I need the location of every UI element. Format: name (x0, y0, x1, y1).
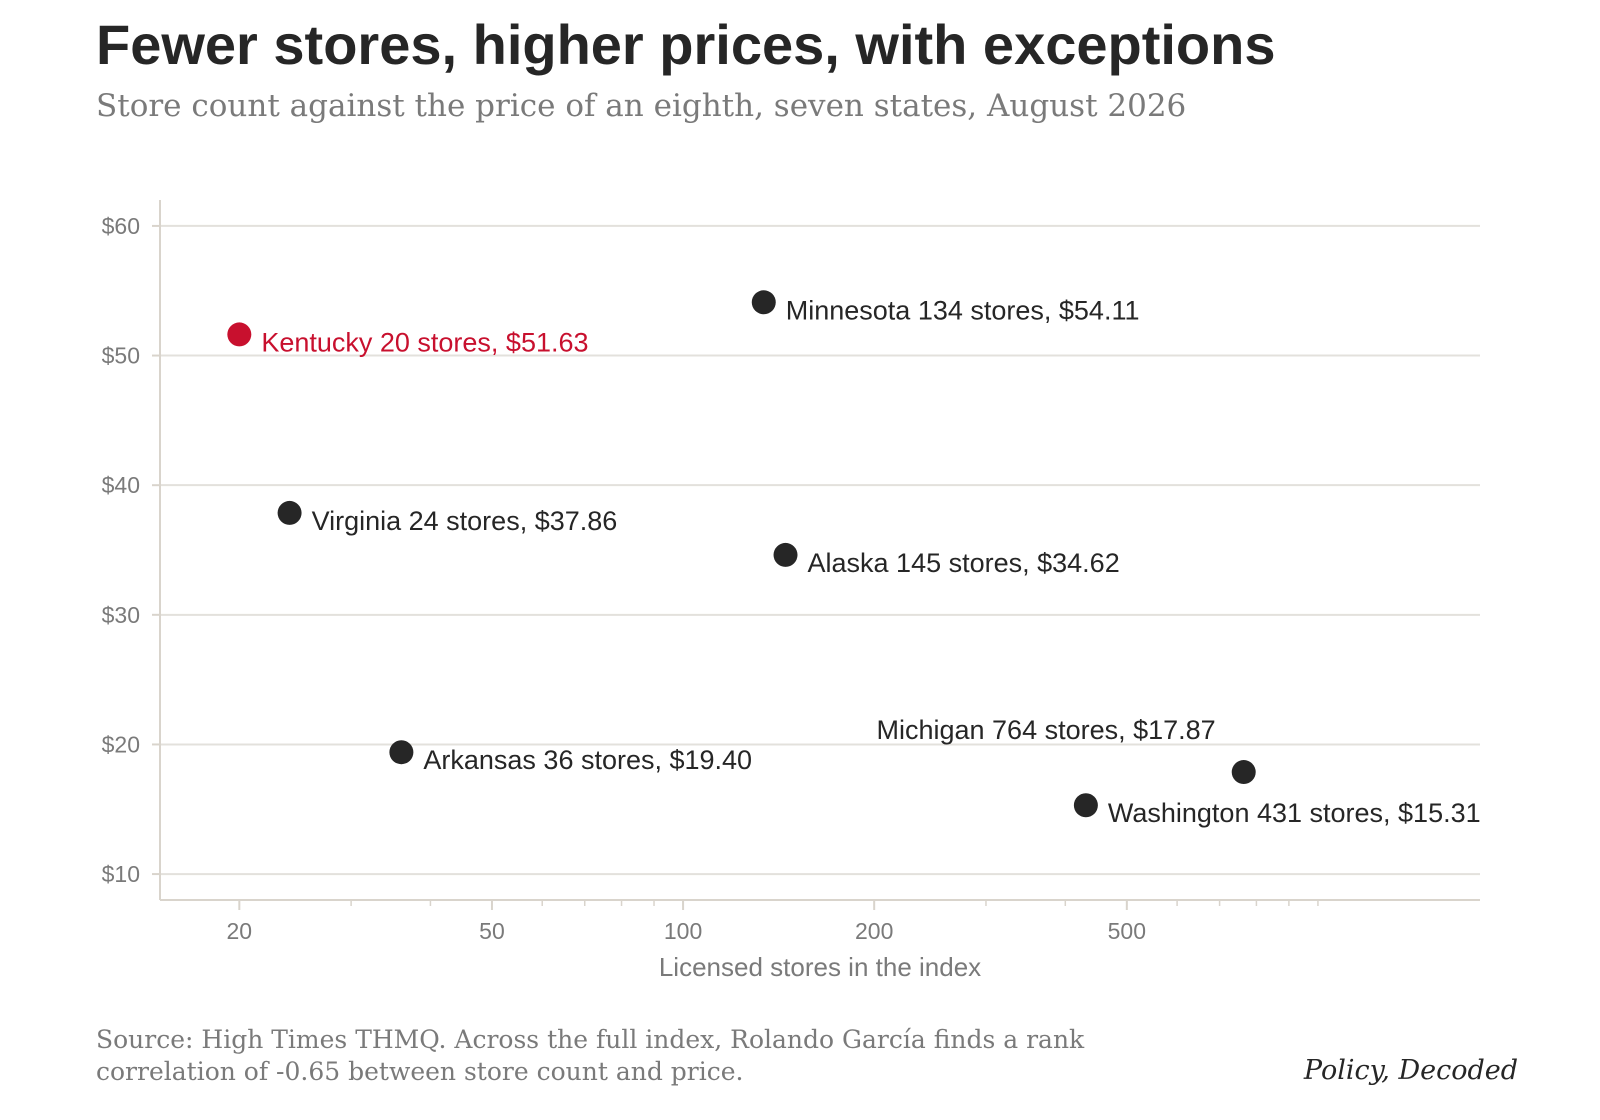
y-tick-label: $50 (102, 343, 140, 369)
scatter-chart: $10 $20 $30 $40 $50 $60 20 50 100 200 500 Licensed … (102, 200, 1481, 982)
x-tick-label: 200 (855, 918, 893, 944)
point-label-kentucky: Kentucky 20 stores, $51.63 (261, 327, 588, 357)
x-tick-label: 50 (479, 918, 505, 944)
point-label-michigan: Michigan 764 stores, $17.87 (876, 715, 1215, 745)
chart-title: Fewer stores, higher prices, with except… (96, 13, 1276, 76)
point-kentucky (227, 322, 252, 347)
source-note: Source: High Times THMQ. Across the full… (96, 1025, 1085, 1086)
x-tick-label: 20 (227, 918, 253, 944)
y-tick-label: $10 (102, 861, 140, 887)
y-tick-label: $40 (102, 472, 140, 498)
point-label-minnesota: Minnesota 134 stores, $54.11 (786, 295, 1140, 325)
point-label-arkansas: Arkansas 36 stores, $19.40 (423, 745, 752, 775)
point-label-virginia: Virginia 24 stores, $37.86 (312, 506, 618, 536)
point-label-alaska: Alaska 145 stores, $34.62 (808, 548, 1120, 578)
y-tick-label: $20 (102, 731, 140, 757)
point-label-washington: Washington 431 stores, $15.31 (1108, 798, 1481, 828)
chart-subtitle: Store count against the price of an eigh… (96, 88, 1187, 124)
point-washington (1073, 793, 1098, 818)
point-minnesota (751, 290, 776, 315)
point-alaska (773, 542, 798, 567)
y-tick-label: $30 (102, 602, 140, 628)
x-tick-label: 100 (664, 918, 702, 944)
point-virginia (277, 500, 302, 525)
brand-credit: Policy, Decoded (1303, 1055, 1518, 1086)
x-tick-label: 500 (1108, 918, 1146, 944)
point-arkansas (389, 740, 414, 765)
y-tick-label: $60 (102, 213, 140, 239)
x-axis-title: Licensed stores in the index (659, 952, 981, 982)
point-michigan (1231, 760, 1256, 785)
